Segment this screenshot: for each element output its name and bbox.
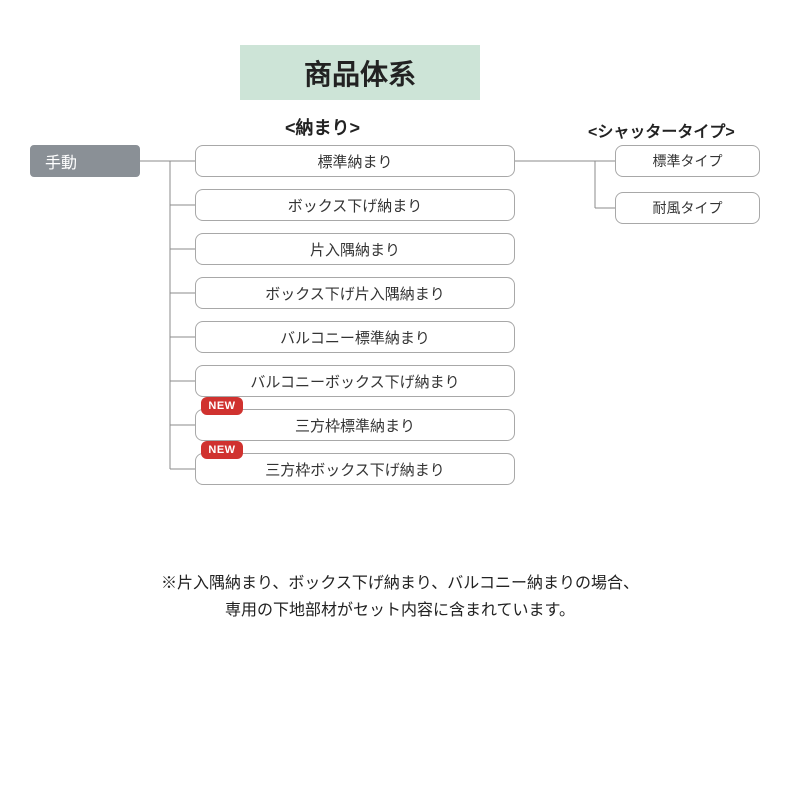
new-badge-text: NEW: [208, 400, 235, 412]
osamari-item-label: 標準納まり: [317, 151, 392, 172]
osamari-item-label: バルコニー標準納まり: [280, 327, 430, 348]
footnote-line2: 専用の下地部材がセット内容に含まれています。: [225, 602, 575, 619]
subhead-osamari-text: <納まり>: [285, 118, 360, 138]
osamari-item-label: ボックス下げ納まり: [288, 195, 423, 216]
shutter-type-label: 耐風タイプ: [653, 198, 723, 218]
osamari-item: ボックス下げ納まり: [195, 189, 515, 221]
osamari-item-label: 三方枠ボックス下げ納まり: [265, 459, 445, 480]
shutter-type-item: 標準タイプ: [615, 145, 760, 177]
page-title: 商品体系: [240, 45, 480, 100]
subhead-shutter-text: <シャッタータイプ>: [588, 124, 735, 141]
subhead-osamari: <納まり>: [285, 114, 360, 140]
osamari-item: 標準納まり: [195, 145, 515, 177]
new-badge: NEW: [201, 397, 243, 415]
osamari-item: ボックス下げ片入隅納まり: [195, 277, 515, 309]
osamari-item: 三方枠ボックス下げ納まり: [195, 453, 515, 485]
osamari-item-label: バルコニーボックス下げ納まり: [250, 371, 459, 392]
osamari-item: 片入隅納まり: [195, 233, 515, 265]
subhead-shutter: <シャッタータイプ>: [588, 118, 735, 142]
shutter-type-label: 標準タイプ: [653, 151, 723, 171]
page-title-text: 商品体系: [304, 53, 416, 93]
osamari-item-label: ボックス下げ片入隅納まり: [265, 283, 445, 304]
osamari-item-label: 片入隅納まり: [310, 239, 400, 260]
osamari-item-label: 三方枠標準納まり: [295, 415, 415, 436]
footnote-line1: ※片入隅納まり、ボックス下げ納まり、バルコニー納まりの場合、: [161, 575, 639, 592]
footnote: ※片入隅納まり、ボックス下げ納まり、バルコニー納まりの場合、 専用の下地部材がセ…: [0, 570, 800, 624]
new-badge: NEW: [201, 441, 243, 459]
osamari-item: バルコニー標準納まり: [195, 321, 515, 353]
shutter-type-item: 耐風タイプ: [615, 192, 760, 224]
root-node-label: 手動: [45, 149, 77, 173]
new-badge-text: NEW: [208, 444, 235, 456]
root-node-manual: 手動: [30, 145, 140, 177]
osamari-item: 三方枠標準納まり: [195, 409, 515, 441]
osamari-item: バルコニーボックス下げ納まり: [195, 365, 515, 397]
